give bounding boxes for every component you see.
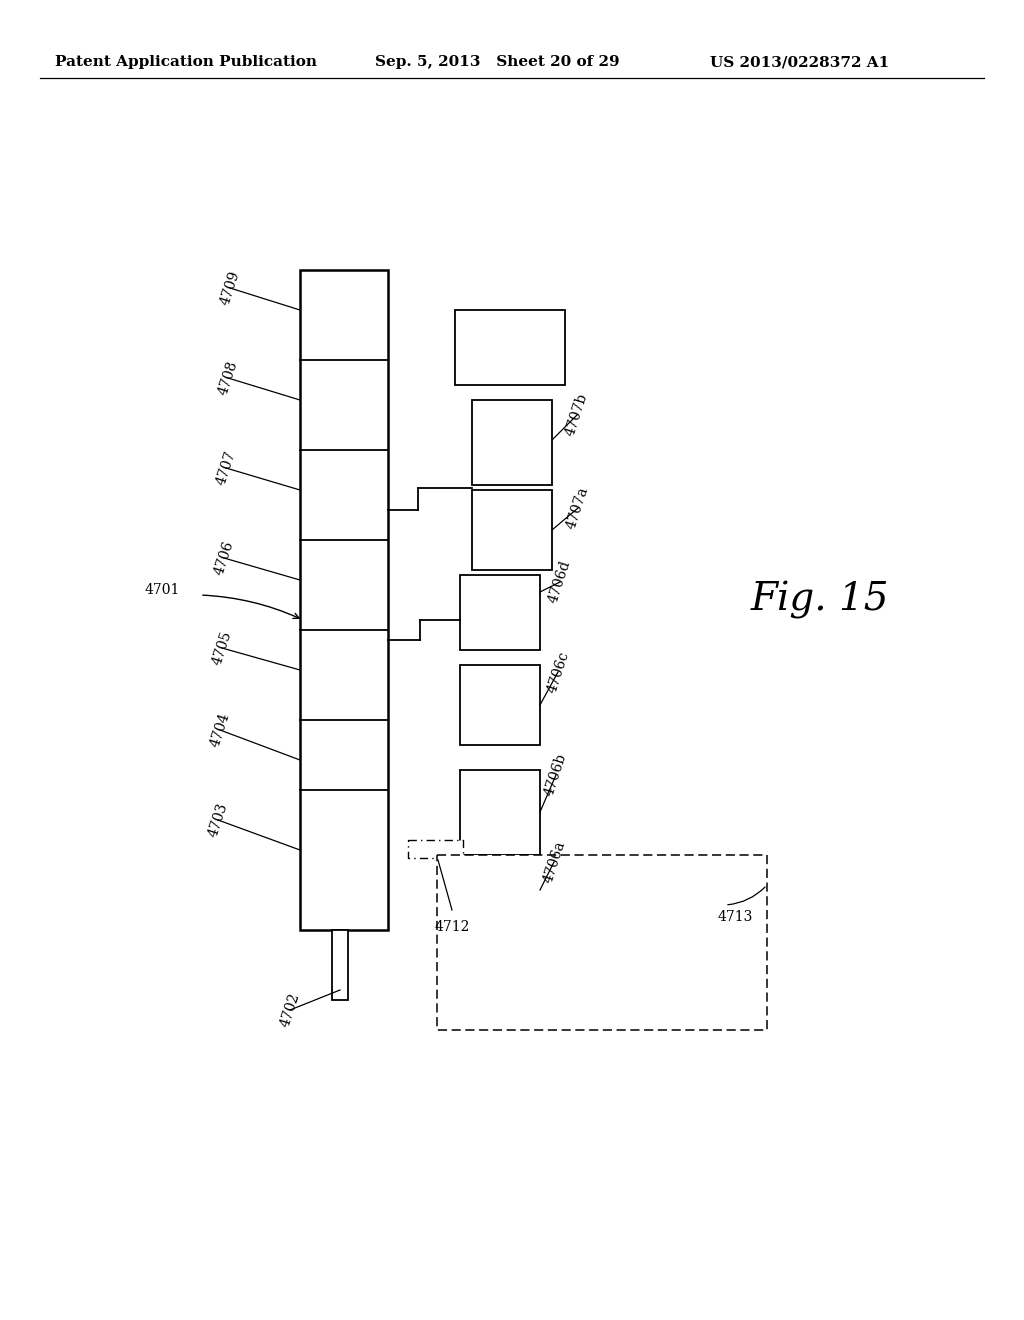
Text: 4705: 4705 — [210, 630, 234, 667]
Text: 4706c: 4706c — [545, 649, 571, 694]
Text: 4706a: 4706a — [541, 840, 567, 884]
Bar — [455, 310, 565, 385]
Text: 4713: 4713 — [718, 909, 753, 924]
Text: 4706: 4706 — [212, 539, 237, 577]
Bar — [300, 271, 388, 931]
Bar — [332, 931, 348, 1001]
Bar — [437, 855, 767, 1030]
Text: 4709: 4709 — [218, 269, 242, 308]
Text: 4712: 4712 — [434, 920, 470, 935]
Text: Fig. 15: Fig. 15 — [751, 581, 889, 619]
Text: Sep. 5, 2013   Sheet 20 of 29: Sep. 5, 2013 Sheet 20 of 29 — [375, 55, 620, 69]
Bar — [472, 400, 552, 484]
Text: 4707b: 4707b — [563, 392, 591, 438]
Text: 4704: 4704 — [208, 711, 232, 748]
Text: 4706d: 4706d — [547, 558, 573, 605]
Text: Patent Application Publication: Patent Application Publication — [55, 55, 317, 69]
Text: 4703: 4703 — [206, 801, 230, 840]
Text: 4706b: 4706b — [543, 752, 569, 799]
Bar — [460, 665, 540, 744]
Bar — [460, 855, 540, 920]
Bar — [408, 840, 463, 858]
Bar — [460, 576, 540, 649]
Text: 4701: 4701 — [144, 583, 180, 597]
Text: US 2013/0228372 A1: US 2013/0228372 A1 — [710, 55, 889, 69]
Text: 4708: 4708 — [216, 359, 240, 397]
Bar — [472, 490, 552, 570]
Text: 4707: 4707 — [214, 449, 239, 487]
Bar — [460, 770, 540, 855]
Text: 4702: 4702 — [278, 991, 302, 1028]
Text: 4707a: 4707a — [564, 484, 592, 531]
